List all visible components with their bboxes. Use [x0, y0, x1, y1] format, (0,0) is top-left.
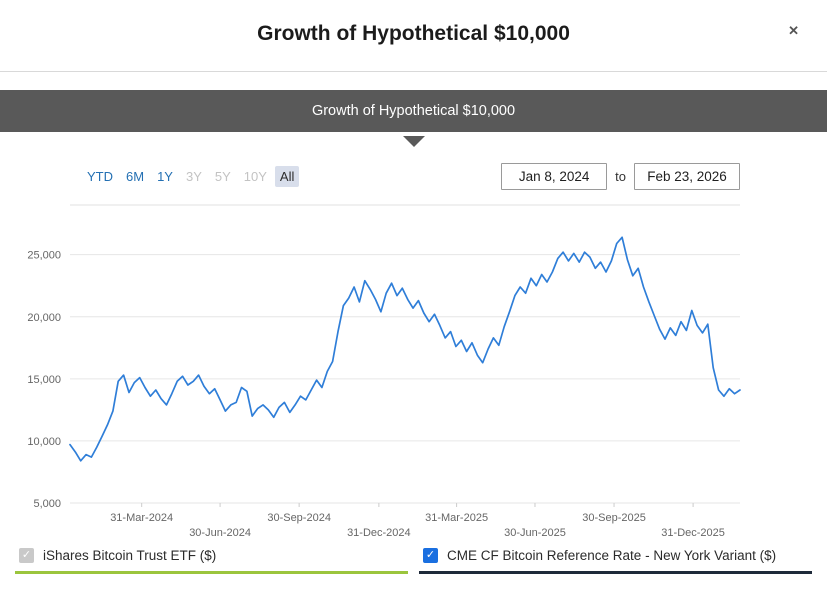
- x-axis-label: 30-Jun-2024: [189, 527, 251, 539]
- y-axis-label: 5,000: [33, 498, 61, 510]
- legend-label: iShares Bitcoin Trust ETF ($): [43, 548, 217, 563]
- range-button-3y: 3Y: [185, 168, 202, 184]
- y-axis-label: 20,000: [27, 312, 61, 324]
- page-title: Growth of Hypothetical $10,000: [257, 22, 570, 45]
- range-button-1y[interactable]: 1Y: [157, 168, 173, 184]
- range-button-all[interactable]: All: [274, 165, 300, 187]
- range-button-10y: 10Y: [243, 168, 267, 184]
- chart-area[interactable]: 5,000 10,000 15,000 20,000 25,000 31-Mar-2024…: [0, 201, 827, 539]
- to-label: to: [615, 168, 626, 184]
- y-axis-label: 15,000: [27, 374, 61, 386]
- x-axis-label: 31-Mar-2024: [110, 512, 173, 524]
- chart-banner: Growth of Hypothetical $10,000: [0, 90, 827, 132]
- range-button-ytd[interactable]: YTD: [87, 168, 113, 184]
- legend-item: ✓ iShares Bitcoin Trust ETF ($): [15, 543, 408, 574]
- growth-chart[interactable]: 5,000 10,000 15,000 20,000 25,000 31-Mar-2024…: [0, 201, 770, 539]
- y-axis-label: 10,000: [27, 436, 61, 448]
- x-axis-label: 31-Dec-2024: [347, 527, 411, 539]
- legend-checkbox-icon[interactable]: ✓: [423, 548, 438, 563]
- x-axis-label: 30-Sep-2025: [582, 512, 646, 524]
- section-divider: [0, 71, 827, 72]
- x-axis-label: 31-Dec-2025: [661, 527, 725, 539]
- legend: ✓ iShares Bitcoin Trust ETF ($) ✓ CME CF Bi…: [15, 543, 812, 574]
- chart-controls: YTD 6M 1Y 3Y 5Y 10Y All to: [82, 161, 740, 191]
- banner-arrow-icon: [402, 136, 425, 147]
- y-axis-label: 25,000: [27, 250, 61, 262]
- date-range: to: [501, 162, 740, 190]
- x-axis-label: 30-Jun-2025: [504, 527, 566, 539]
- start-date-input[interactable]: [501, 162, 608, 190]
- close-icon[interactable]: ✕: [788, 23, 799, 38]
- x-axis-label: 31-Mar-2025: [425, 512, 488, 524]
- modal: Growth of Hypothetical $10,000 ✕ Growth …: [0, 22, 827, 574]
- legend-item: ✓ CME CF Bitcoin Reference Rate - New Yor…: [419, 543, 812, 574]
- range-button-6m[interactable]: 6M: [126, 168, 145, 184]
- range-buttons: YTD 6M 1Y 3Y 5Y 10Y All: [82, 165, 300, 187]
- range-button-5y: 5Y: [214, 168, 231, 184]
- legend-label: CME CF Bitcoin Reference Rate - New York…: [447, 548, 777, 563]
- legend-checkbox-icon[interactable]: ✓: [19, 548, 34, 563]
- end-date-input[interactable]: [634, 162, 740, 190]
- x-axis-label: 30-Sep-2024: [267, 512, 331, 524]
- price-line: [69, 236, 741, 462]
